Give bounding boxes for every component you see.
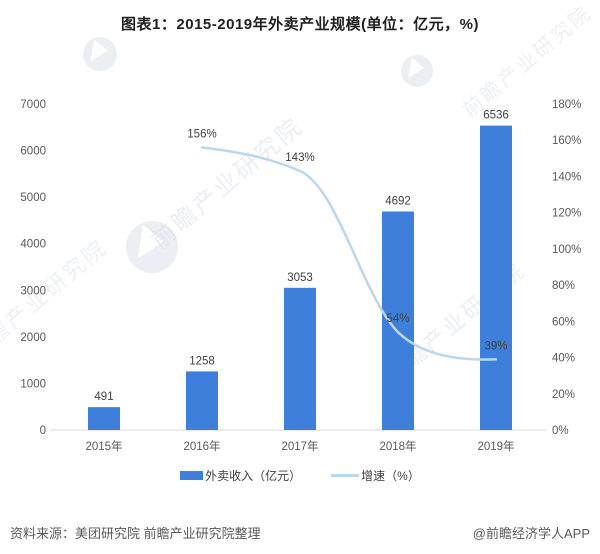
bar (284, 287, 316, 430)
legend-bar-swatch (180, 470, 204, 480)
credit-text: @前瞻经济学人APP (472, 526, 590, 541)
watermark-logo-bird-icon (408, 57, 425, 79)
x-axis-category-label: 2019年 (477, 439, 514, 453)
x-axis-category-label: 2018年 (379, 439, 416, 453)
y-axis-right-tick-label: 120% (552, 208, 581, 220)
legend-bar-label: 外卖收入（亿元） (205, 468, 302, 483)
bar-value-label: 3053 (287, 272, 313, 284)
chart-title: 图表1：2015-2019年外卖产业规模(单位：亿元，%) (121, 16, 479, 33)
y-axis-right-tick-label: 20% (552, 389, 575, 401)
growth-point-label: 156% (187, 128, 216, 140)
y-axis-right-tick-label: 80% (552, 280, 575, 292)
growth-point-label: 39% (484, 340, 507, 352)
legend-line-swatch (331, 473, 360, 477)
bar-value-label: 1258 (189, 355, 215, 367)
bar (186, 371, 218, 430)
y-axis-left-tick-label: 4000 (20, 239, 46, 251)
x-axis-category-label: 2015年 (85, 439, 122, 453)
x-axis-category-label: 2017年 (281, 439, 318, 453)
growth-line (200, 146, 498, 361)
bar (480, 125, 512, 431)
watermark-logo-bird-icon (137, 224, 164, 259)
y-axis-right-tick-label: 180% (552, 99, 581, 111)
y-axis-right-tick-label: 0% (552, 425, 569, 437)
bar-value-label: 491 (94, 391, 113, 403)
y-axis-right-tick-label: 40% (552, 353, 575, 365)
bar-value-label: 4692 (385, 195, 411, 207)
bar (88, 407, 120, 430)
y-axis-left-tick-label: 2000 (20, 332, 46, 344)
bar-value-label: 6536 (483, 110, 509, 122)
y-axis-left-tick-label: 0 (40, 425, 46, 437)
watermark-logo-bird-icon (90, 39, 108, 62)
y-axis-right-tick-label: 160% (552, 135, 581, 147)
growth-point-label: 54% (386, 313, 409, 325)
x-axis-category-label: 2016年 (183, 439, 220, 453)
legend-line-label: 增速（%） (361, 468, 420, 483)
legend: 外卖收入（亿元） 增速（%） (0, 466, 600, 484)
y-axis-left-tick-label: 5000 (20, 192, 46, 204)
growth-point-label: 143% (285, 152, 314, 164)
y-axis-left-tick-label: 6000 (20, 146, 46, 158)
y-axis-right-tick-label: 100% (552, 244, 581, 256)
footer: 资料来源：美团研究院 前瞻产业研究院整理 @前瞻经济学人APP (0, 523, 600, 542)
y-axis-left-tick-label: 3000 (20, 285, 46, 297)
y-axis-right-tick-label: 140% (552, 171, 581, 183)
watermark-text: 前瞻产业研究院 (147, 112, 309, 254)
y-axis-left-tick-label: 1000 (20, 378, 46, 390)
watermark-text: 前瞻产业研究院 (0, 234, 112, 366)
y-axis-left-tick-label: 7000 (20, 99, 46, 111)
y-axis-right-tick-label: 60% (552, 316, 575, 328)
source-text: 资料来源：美团研究院 前瞻产业研究院整理 (10, 526, 261, 541)
